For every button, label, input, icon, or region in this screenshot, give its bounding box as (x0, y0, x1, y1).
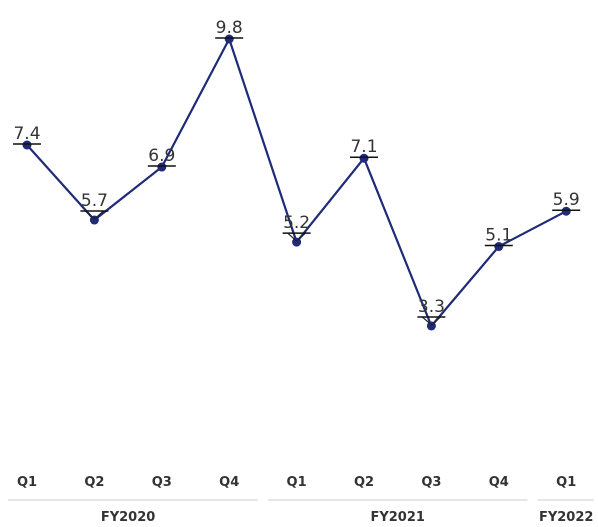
year-group-label: FY2021 (370, 510, 424, 525)
data-label: 5.7 (81, 191, 108, 211)
x-tick-label: Q3 (152, 475, 172, 490)
x-tick-label: Q4 (219, 475, 239, 490)
x-tick-label: Q4 (489, 475, 509, 490)
data-point-layer (22, 34, 571, 331)
data-label-pointer (422, 316, 441, 326)
data-point (494, 242, 504, 252)
data-point (157, 162, 167, 172)
data-point (561, 206, 571, 216)
data-label: 5.1 (485, 226, 512, 246)
data-point (22, 140, 32, 150)
year-group-label: FY2020 (101, 510, 155, 525)
data-label-layer: 7.4 5.7 6.9 9.8 5.2 7.1 3.3 5.1 5.9 (13, 18, 581, 326)
x-tick-label: Q3 (421, 475, 441, 490)
data-label: 7.1 (350, 137, 377, 157)
data-label: 9.8 (216, 18, 243, 38)
x-tick-label: Q2 (84, 475, 104, 490)
data-point (224, 34, 234, 44)
x-axis: Q1 Q2 Q3 Q4 Q1 Q2 Q3 Q4 Q1 FY2020 FY2021 FY2022 (8, 475, 594, 525)
data-label: 7.4 (13, 124, 40, 144)
year-group-label: FY2022 (539, 510, 593, 525)
data-label: 3.3 (418, 297, 445, 317)
x-tick-label: Q1 (287, 475, 307, 490)
x-tick-label: Q2 (354, 475, 374, 490)
data-label: 6.9 (148, 146, 175, 166)
series-line-layer (26, 37, 567, 328)
data-label: 5.9 (553, 190, 580, 210)
x-tick-label: Q1 (17, 475, 37, 490)
data-label: 5.2 (283, 213, 310, 233)
series-line (26, 37, 567, 328)
data-point (359, 153, 369, 163)
data-label-pointer (287, 232, 306, 242)
data-label-pointer (85, 210, 104, 220)
x-tick-label: Q1 (556, 475, 576, 490)
